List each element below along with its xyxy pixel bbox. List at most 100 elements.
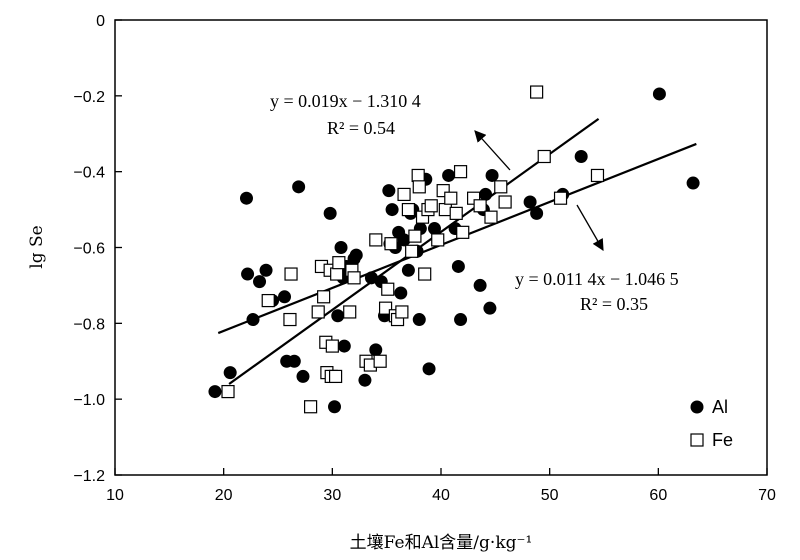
fe-point (473, 199, 487, 213)
fe-point (369, 233, 383, 247)
al-point (241, 267, 255, 281)
x-tick-label: 30 (323, 487, 341, 504)
al-point (479, 187, 493, 201)
x-tick-label: 70 (758, 487, 776, 504)
x-tick-label: 40 (432, 487, 450, 504)
al-point (401, 263, 415, 277)
y-tick-label: −0.2 (73, 89, 105, 106)
x-axis-title: 土壤Fe和Al含量/g·kg⁻¹ (350, 532, 533, 553)
al-point (574, 150, 588, 163)
al-point (208, 385, 222, 399)
y-tick-label: −0.4 (73, 165, 105, 182)
al-point (259, 263, 273, 277)
fe-point (494, 180, 508, 194)
al-point (483, 301, 497, 315)
legend-fe-label: Fe (712, 430, 733, 450)
fe-point (332, 256, 346, 270)
data-points (208, 85, 700, 414)
al-point (328, 400, 342, 414)
al-point (292, 180, 306, 194)
y-tick-label: −0.6 (73, 241, 105, 258)
al-point (349, 248, 363, 262)
fe-point (328, 369, 343, 384)
annotation-2-equation: y = 0.011 4x − 1.046 5 (515, 269, 679, 289)
legend: Al Fe (690, 397, 733, 450)
fe-point (381, 282, 395, 296)
fe-point (590, 168, 605, 183)
fe-point (397, 187, 411, 202)
legend-al-marker (690, 400, 704, 414)
fe-point (311, 305, 325, 319)
plot-frame (114, 19, 768, 476)
annotation-1-r2: R² = 0.54 (327, 118, 395, 138)
fe-point (431, 233, 445, 247)
fe-point (304, 400, 318, 414)
fe-point (284, 267, 298, 281)
fe-point (498, 195, 512, 209)
fe-point (384, 237, 398, 251)
al-point (364, 271, 378, 285)
al-point (337, 339, 351, 353)
al-point (485, 168, 499, 182)
annotation-2-r2: R² = 0.35 (580, 294, 648, 314)
fe-point (401, 202, 415, 217)
al-point (323, 206, 337, 220)
fe-point (373, 354, 387, 368)
fe-point (449, 206, 463, 220)
al-point (454, 313, 468, 327)
fe-point (444, 191, 458, 205)
al-point (523, 195, 537, 209)
x-tick-label: 20 (215, 487, 233, 504)
al-point (394, 286, 408, 300)
fe-point (330, 267, 344, 281)
fe-point (221, 384, 235, 399)
fe-point (424, 199, 438, 213)
y-tick-label: 0 (96, 13, 105, 30)
x-axis-ticks: 10 20 30 40 50 60 70 (106, 468, 776, 504)
fe-point (378, 301, 393, 315)
y-axis-ticks: 0 −0.2 −0.4 −0.6 −0.8 −1.0 −1.2 (73, 13, 122, 485)
al-point (334, 241, 348, 254)
x-tick-label: 60 (649, 487, 667, 504)
al-point (385, 203, 399, 217)
al-point (451, 259, 465, 273)
y-axis-title: lg Se (27, 225, 47, 268)
y-tick-label: −1.2 (73, 468, 105, 485)
fe-point (347, 271, 361, 285)
al-point (530, 206, 544, 220)
fe-point (317, 290, 331, 304)
annotation-1-equation: y = 0.019x − 1.310 4 (270, 91, 421, 111)
al-point (473, 278, 487, 292)
trendlines (217, 117, 697, 385)
al-point (358, 373, 372, 387)
fe-point (418, 267, 432, 281)
annotation-2-arrow (576, 204, 604, 252)
fe-point (343, 305, 357, 319)
al-point (382, 184, 396, 198)
fe-point (484, 210, 498, 224)
al-point (278, 290, 292, 304)
al-point (427, 222, 441, 236)
al-point (239, 191, 253, 205)
y-tick-label: −0.8 (73, 316, 105, 333)
fe-point (456, 225, 470, 239)
fe-point (537, 149, 551, 164)
fe-point (553, 191, 568, 205)
al-point (652, 87, 666, 101)
y-tick-label: −1.0 (73, 392, 105, 409)
al-point (422, 362, 436, 376)
al-point (412, 313, 426, 327)
x-tick-label: 50 (541, 487, 559, 504)
al-point (397, 233, 411, 247)
fe-point (438, 202, 452, 217)
al-point (223, 366, 237, 380)
fe-point (530, 85, 544, 99)
fe-point (408, 229, 422, 243)
fe-point (412, 180, 426, 194)
al-point (246, 313, 260, 327)
x-tick-label: 10 (106, 487, 124, 504)
fe-point (405, 244, 419, 258)
al-point (287, 354, 301, 368)
al-point (369, 343, 383, 357)
